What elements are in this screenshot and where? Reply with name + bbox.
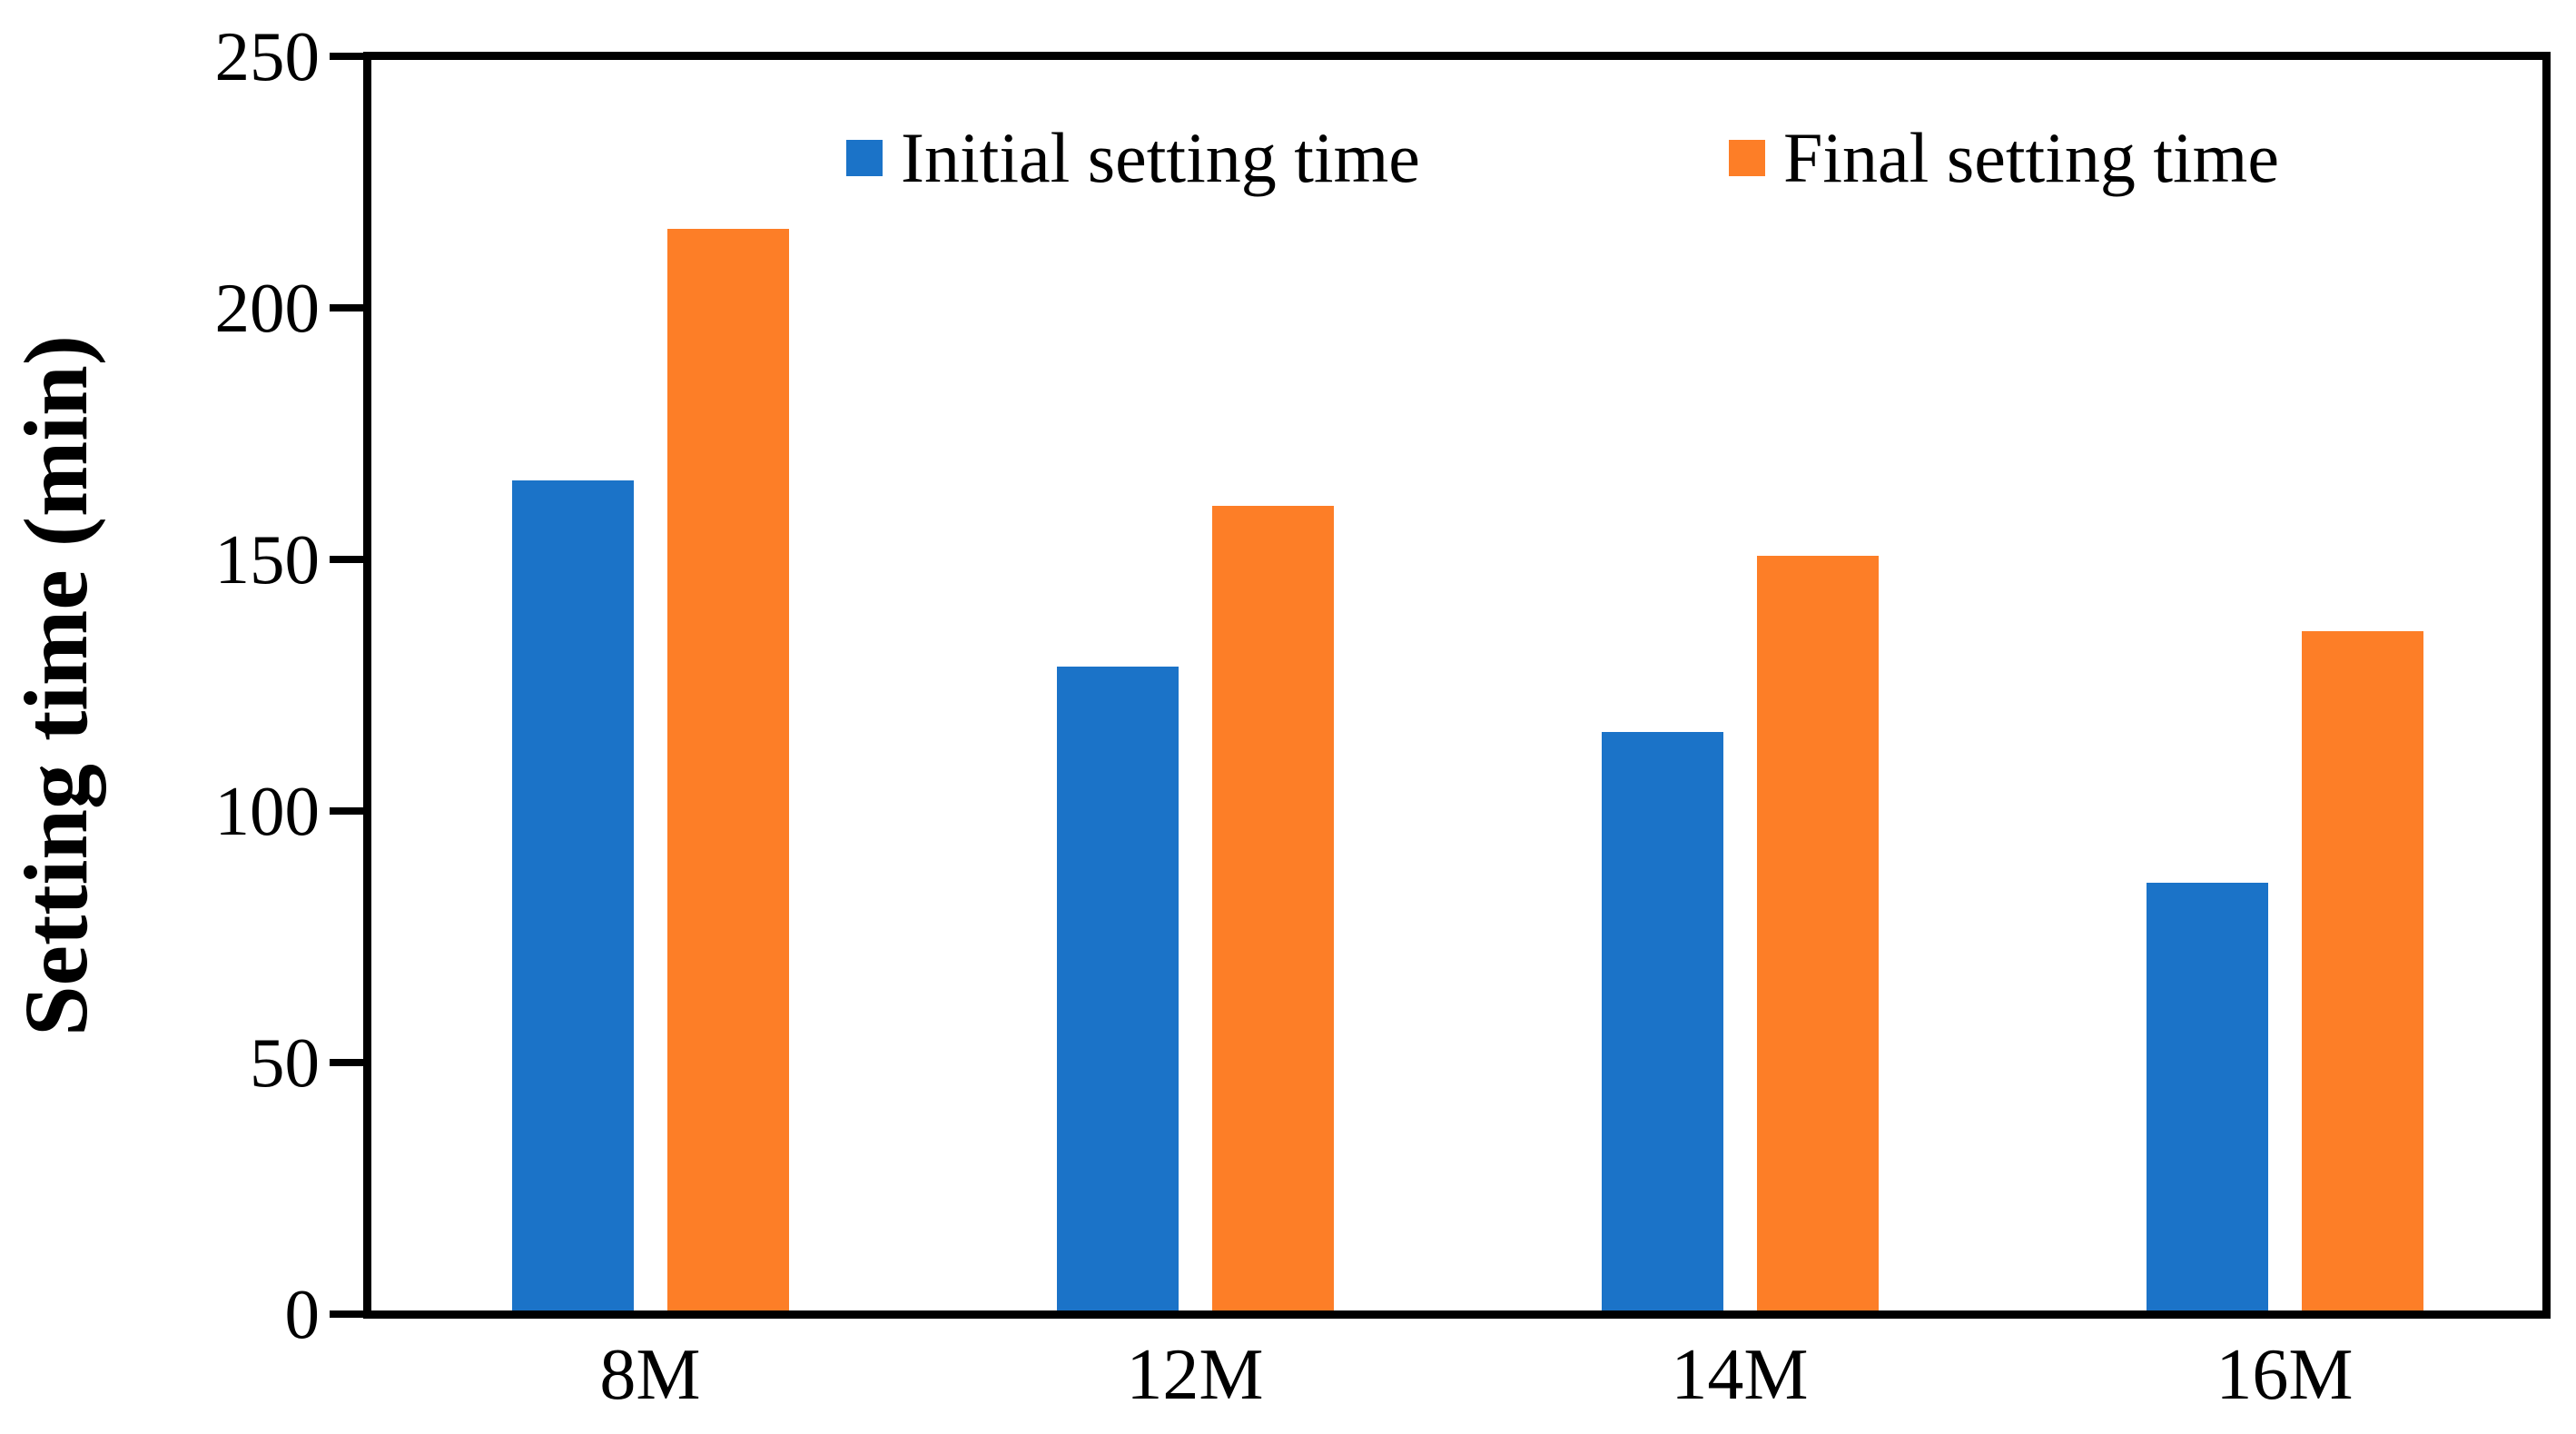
y-tick-label: 200 — [214, 269, 321, 347]
y-tick-label: 250 — [214, 17, 321, 95]
legend-swatch-initial-setting-time — [846, 140, 883, 176]
bar-initial-setting-time-8m — [512, 480, 634, 1314]
x-category-label-14m: 14M — [1671, 1335, 1809, 1415]
legend-item-initial-setting-time: Initial setting time — [846, 122, 1420, 194]
legend-item-final-setting-time: Final setting time — [1729, 122, 2279, 194]
bar-final-setting-time-8m — [667, 229, 789, 1314]
y-tick-label: 100 — [214, 772, 321, 850]
bar-initial-setting-time-12m — [1057, 667, 1179, 1314]
y-tick-mark — [330, 807, 364, 815]
x-category-label-16m: 16M — [2216, 1335, 2354, 1415]
y-tick-mark — [330, 304, 364, 312]
y-tick-label: 150 — [214, 520, 321, 598]
legend-label: Final setting time — [1783, 118, 2279, 197]
bar-final-setting-time-16m — [2302, 631, 2423, 1314]
plot-area — [363, 52, 2551, 1319]
bar-final-setting-time-14m — [1757, 556, 1879, 1314]
y-tick-label: 50 — [250, 1024, 320, 1102]
bar-final-setting-time-12m — [1212, 506, 1334, 1314]
bar-initial-setting-time-16m — [2147, 883, 2268, 1314]
y-tick-mark — [330, 53, 364, 60]
bar-initial-setting-time-14m — [1602, 732, 1723, 1314]
legend-swatch-final-setting-time — [1729, 140, 1765, 176]
x-category-label-8m: 8M — [599, 1335, 701, 1415]
x-category-label-12m: 12M — [1126, 1335, 1264, 1415]
y-tick-mark — [330, 1059, 364, 1066]
y-tick-mark — [330, 1310, 364, 1318]
legend-label: Initial setting time — [901, 118, 1420, 197]
y-tick-mark — [330, 556, 364, 563]
y-tick-label: 0 — [284, 1275, 321, 1353]
